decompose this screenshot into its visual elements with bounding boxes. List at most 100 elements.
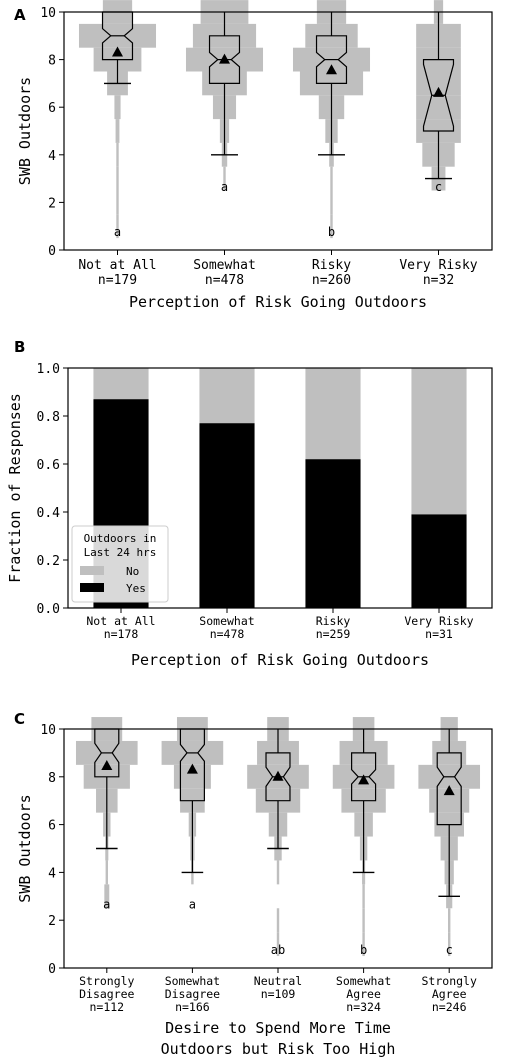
hist-band [448,908,451,933]
category-n: n=478 [210,627,245,641]
hist-band [116,214,119,239]
y-tick-label: 0 [48,962,56,977]
box [101,11,134,61]
legend-swatch-no [80,566,104,575]
y-tick-label: 4 [48,149,56,164]
panel-a [59,0,493,255]
category-label-line2: Disagree [165,987,220,1001]
y-tick-label: 0.2 [37,554,60,569]
bar-no [411,368,467,515]
hist-band [330,166,333,191]
y-tick-label: 10 [40,723,56,738]
mean-marker [101,760,113,771]
significance-label: a [221,180,228,194]
bar-yes [411,514,467,608]
y-axis-label: Fraction of Responses [6,393,24,583]
mean-marker [433,86,444,97]
hist-band [223,166,226,191]
significance-label: ab [271,943,285,957]
hist-band [115,119,120,143]
hist-band [105,860,108,885]
hist-band [104,884,110,909]
legend-label-yes: Yes [126,582,146,595]
category-label: Very Risky [399,258,477,273]
mean-marker [186,763,198,774]
mean-marker [219,53,230,64]
y-tick-label: 0.0 [37,602,60,617]
bar-no [93,368,149,400]
category-n: n=246 [432,1000,467,1014]
mean-marker [272,770,284,781]
hist-band [330,190,333,215]
box [436,752,462,826]
hist-band [276,860,280,885]
category-label: Risky [312,258,351,273]
category-label: Not at All [78,258,156,273]
category-n: n=478 [205,273,244,288]
panel-b [63,367,493,613]
category-label: Not at All [86,614,155,628]
hist-band [276,932,280,957]
category-label: Risky [316,614,351,628]
hist-band [114,95,121,120]
box [208,35,241,84]
category-label: Neutral [254,974,302,988]
category-n: n=112 [89,1000,124,1014]
hist-band [429,788,470,813]
category-label: Strongly [79,974,134,988]
significance-label: b [360,943,367,957]
box [351,752,377,802]
x-axis-label: Desire to Spend More Time [165,1019,391,1037]
y-tick-label: 2 [48,196,56,211]
box [265,752,291,802]
category-label: Strongly [422,974,477,988]
significance-label: a [114,225,121,239]
hist-band [416,95,461,120]
hist-band [116,142,119,167]
plot-frame [67,367,493,609]
hist-band [362,908,365,933]
x-axis-label-line2: Outdoors but Risk Too High [161,1040,396,1058]
category-n: n=109 [261,987,296,1001]
category-label: Somewhat [193,258,256,273]
hist-band [448,932,451,957]
mean-marker [112,46,123,57]
category-n: n=31 [425,627,453,641]
y-tick-label: 1.0 [37,362,60,377]
bar-no [199,368,255,424]
category-n: n=179 [98,273,137,288]
legend-title-line2: Last 24 hrs [84,546,157,559]
x-axis-label: Perception of Risk Going Outdoors [129,293,427,311]
significance-label: a [189,898,196,912]
category-label: Very Risky [404,614,473,628]
category-n: n=324 [346,1000,381,1014]
bar-no [305,368,361,460]
y-tick-label: 2 [48,914,56,929]
x-axis-label: Perception of Risk Going Outdoors [131,651,429,669]
category-label-line2: Agree [432,987,467,1001]
plot-frame [63,728,493,969]
significance-label: c [446,943,453,957]
category-label: Somewhat [199,614,254,628]
category-n: n=166 [175,1000,210,1014]
category-label-line2: Agree [346,987,381,1001]
hist-band [173,764,211,789]
category-n: n=259 [316,627,351,641]
y-tick-label: 0.6 [37,458,60,473]
significance-label: a [103,898,110,912]
category-n: n=260 [312,273,351,288]
panel-letter-b: B [14,338,25,356]
category-n: n=32 [423,273,454,288]
panel-letter-a: A [14,6,26,24]
y-axis-label: SWB Outdoors [16,77,34,185]
category-n: n=178 [104,627,139,641]
box [422,59,455,132]
y-tick-label: 8 [48,771,56,786]
box [315,35,348,84]
bar-yes [199,423,255,608]
hist-band [330,214,333,239]
plot-frame [63,11,493,251]
hist-band [116,190,119,215]
mean-marker [358,774,370,785]
